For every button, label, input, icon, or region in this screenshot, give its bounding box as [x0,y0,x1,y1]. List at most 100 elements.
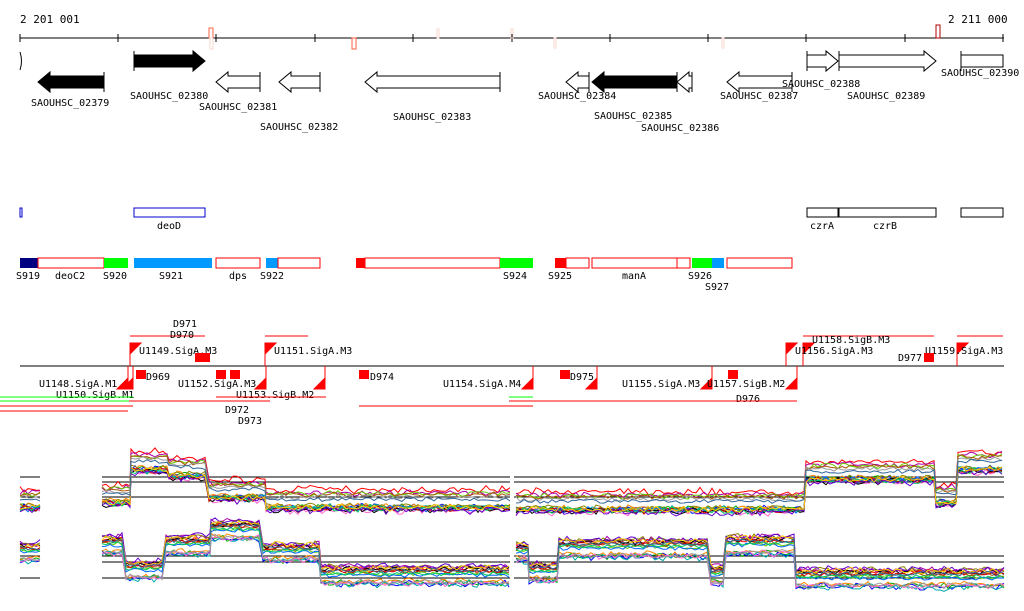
promoter-flag[interactable] [699,366,713,390]
segment[interactable] [500,258,533,268]
segment-label: S924 [503,271,527,282]
ruler-marker[interactable] [351,37,357,50]
gene-SAOUHSC_02381[interactable]: SAOUHSC_02381 [199,70,277,113]
promoter-flag[interactable] [264,342,278,366]
promoter-flag[interactable] [253,366,267,390]
gene-box[interactable] [960,207,1004,218]
promoter-label: U1156.SigA.M3 [795,346,873,357]
gene-SAOUHSC_02385[interactable]: SAOUHSC_02385 [591,70,678,122]
promoter-flag[interactable] [129,342,143,366]
gene-SAOUHSC_02389[interactable]: SAOUHSC_02389 [838,49,937,102]
gene-box[interactable] [19,207,23,218]
data-gap [510,445,514,595]
promoter-label: U1150.SigB.M1 [56,390,134,401]
ruler-marker[interactable] [510,28,514,39]
gene-SAOUHSC_02382[interactable]: SAOUHSC_02382 [260,70,338,133]
gene-arrow[interactable] [278,70,321,94]
gene-arrow[interactable] [133,49,206,73]
promoter-flag[interactable] [785,342,799,366]
segment[interactable] [266,258,278,268]
gene-arrow[interactable] [960,54,1004,68]
gene-arrow[interactable] [591,70,678,94]
ruler-marker[interactable] [935,24,941,39]
terminator-label: D972 [225,405,249,416]
expression-series [19,454,1003,500]
segment[interactable] [591,257,678,269]
segment[interactable] [134,258,212,268]
gene-SAOUHSC_02386[interactable]: SAOUHSC_02386 [641,70,719,134]
segment-label: S921 [159,271,183,282]
gene-name-label: czrB [873,221,897,232]
gene-SAOUHSC_02387[interactable]: SAOUHSC_02387 [720,70,798,102]
gene-partial[interactable] [19,51,22,71]
gene-name-label: deoD [157,221,181,232]
gene-label: SAOUHSC_02383 [393,112,471,123]
gene-label: SAOUHSC_02388 [782,79,860,90]
gene-arrow[interactable] [838,49,937,73]
terminator[interactable] [230,370,240,379]
promoter-flag[interactable] [520,366,534,390]
promoter-flag[interactable] [115,366,129,390]
promoter-label: U1148.SigA.M1 [39,379,117,390]
promoter-label: U1154.SigA.M4 [443,379,521,390]
segment[interactable] [104,258,128,268]
gene-SAOUHSC_02383[interactable]: SAOUHSC_02383 [364,70,501,123]
segment[interactable] [364,257,501,269]
gene-label: SAOUHSC_02387 [720,91,798,102]
gene-label: SAOUHSC_02389 [847,91,925,102]
ruler-marker[interactable] [721,37,725,49]
gene-arrow[interactable] [364,70,501,94]
segment[interactable] [20,258,38,268]
segment[interactable] [565,257,590,269]
gene-arrow[interactable] [37,70,105,94]
gene-label: SAOUHSC_02384 [538,91,616,102]
segment[interactable] [356,258,365,268]
terminator[interactable] [924,353,934,362]
terminator[interactable] [560,370,570,379]
terminator[interactable] [728,370,738,379]
segment[interactable] [37,257,105,269]
gene-box[interactable] [806,207,839,218]
segment[interactable] [726,257,793,269]
gene-arrow[interactable] [565,70,590,94]
gene-arrow[interactable] [806,49,839,73]
terminator[interactable] [136,370,146,379]
gene-SAOUHSC_02379[interactable]: SAOUHSC_02379 [31,70,109,109]
segment[interactable] [555,258,566,268]
promoter-flag[interactable] [584,366,598,390]
segment[interactable] [676,257,691,269]
promoter-flag[interactable] [120,366,134,390]
gene-arrow[interactable] [215,70,261,94]
segment[interactable] [215,257,261,269]
segment[interactable] [277,257,321,269]
gene-SAOUHSC_02390[interactable]: SAOUHSC_02390 [941,51,1019,79]
gene-SAOUHSC_02380[interactable]: SAOUHSC_02380 [130,49,208,102]
gene-SAOUHSC_02384[interactable]: SAOUHSC_02384 [538,70,616,102]
ruler-marker[interactable] [553,37,557,49]
segment-label: manA [622,271,646,282]
terminator[interactable] [216,370,226,379]
gene-arrow[interactable] [676,70,693,94]
gene-SAOUHSC_02388[interactable]: SAOUHSC_02388 [782,49,860,90]
promoter-flag[interactable] [784,366,798,390]
segment[interactable] [712,258,724,268]
promoter-flag[interactable] [956,342,970,366]
terminator[interactable] [359,370,369,379]
segment-label: S922 [260,271,284,282]
ruler-marker[interactable] [209,37,214,50]
gene-name-track: deoD czrA czrB [19,207,1004,232]
ruler-marker[interactable] [436,28,440,39]
gene-arrow[interactable] [726,70,793,94]
promoter-flag[interactable] [312,366,326,390]
expression-series [19,466,1003,514]
gene-box[interactable] [838,207,937,218]
promoter-flag[interactable] [802,342,816,366]
terminator[interactable] [200,353,210,362]
gene-box[interactable] [133,207,206,218]
ruler-marker[interactable] [208,27,214,39]
promoter-label: U1153.SigB.M2 [236,390,314,401]
segment[interactable] [692,258,712,268]
gene-name-label: czrA [810,221,834,232]
